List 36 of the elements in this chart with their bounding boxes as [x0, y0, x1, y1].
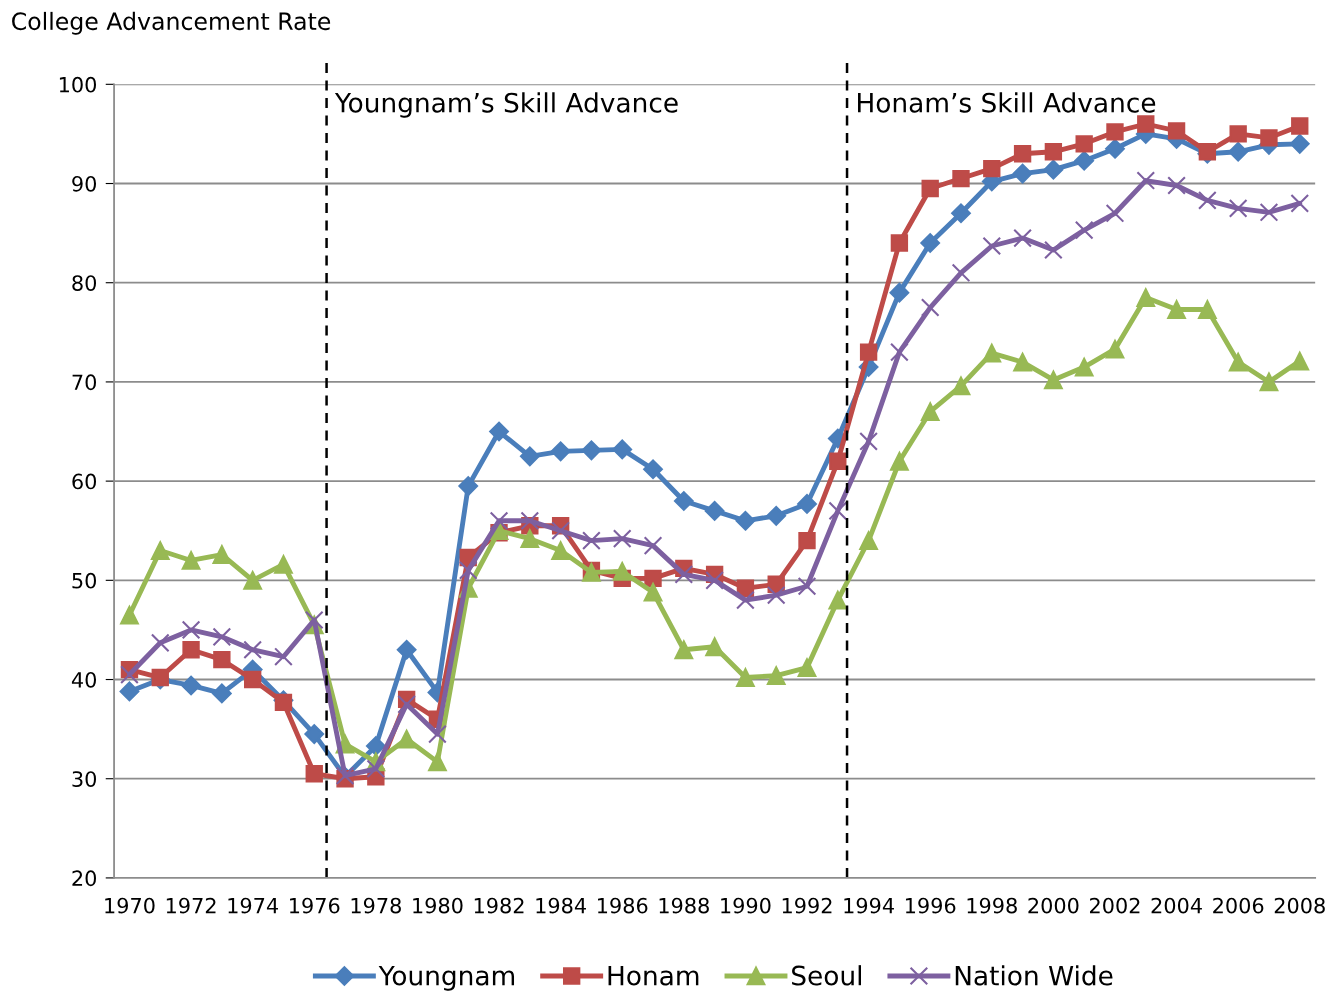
- y-tick-label: 60: [72, 473, 97, 490]
- x-tick-label: 1986: [598, 897, 648, 914]
- y-tick-label: 100: [59, 76, 97, 93]
- y-tick-label: 20: [72, 870, 97, 887]
- legend-label: Nation Wide: [955, 965, 1113, 986]
- x-tick-label: 1982: [474, 897, 524, 914]
- x-tick-label: 1998: [967, 897, 1017, 914]
- x-tick-label: 1984: [536, 897, 586, 914]
- y-tick-label: 90: [72, 175, 97, 192]
- legend-label: Youngnam: [378, 965, 515, 991]
- x-tick-label: 2000: [1028, 897, 1079, 914]
- ref-line-label: Honam’s Skill Advance: [858, 92, 1156, 113]
- x-tick-label: 1990: [721, 897, 771, 914]
- x-tick-label: 1994: [844, 897, 894, 914]
- x-tick-label: 1978: [351, 897, 401, 914]
- x-tick-label: 1988: [659, 897, 709, 914]
- y-axis-title: College Advancement Rate: [12, 11, 331, 35]
- y-tick-label: 50: [72, 572, 97, 589]
- legend-label: Seoul: [792, 965, 862, 986]
- x-tick-label: 1970: [105, 897, 155, 914]
- x-tick-label: 1980: [413, 897, 463, 914]
- x-tick-label: 1976: [290, 897, 340, 914]
- x-tick-label: 1996: [905, 897, 956, 914]
- x-tick-label: 2006: [1213, 897, 1264, 914]
- x-tick-label: 1992: [782, 897, 832, 914]
- x-tick-label: 1974: [228, 897, 278, 914]
- y-tick-label: 70: [72, 374, 97, 391]
- ref-line-label: Youngnam’s Skill Advance: [334, 92, 678, 118]
- x-tick-label: 2002: [1089, 897, 1140, 914]
- legend-label: Honam: [608, 965, 699, 986]
- y-tick-label: 40: [71, 671, 97, 688]
- y-tick-label: 80: [72, 275, 97, 291]
- x-tick-label: 2008: [1274, 897, 1325, 914]
- y-tick-label: 30: [72, 771, 97, 787]
- x-tick-label: 1972: [166, 897, 216, 914]
- x-tick-label: 2004: [1151, 897, 1202, 914]
